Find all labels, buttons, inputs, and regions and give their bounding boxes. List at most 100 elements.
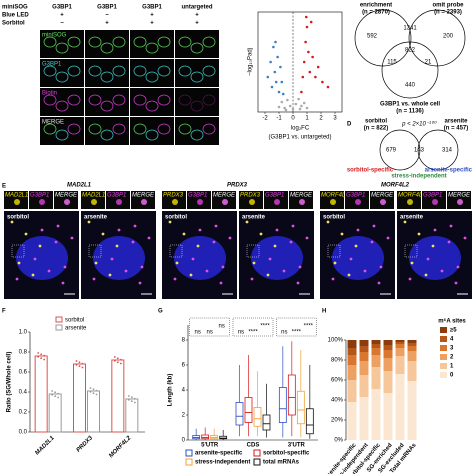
bar-segment	[347, 355, 357, 365]
y-tick-label: 60%	[331, 378, 344, 384]
venn-count: 21	[425, 60, 432, 66]
column-header: G3BP1	[97, 5, 117, 11]
point	[305, 15, 308, 19]
cell	[88, 123, 102, 135]
granule	[175, 261, 179, 265]
y-tick-label: 1.0	[19, 330, 28, 336]
inset-label: MAD2L1	[82, 193, 105, 199]
granule	[17, 261, 21, 265]
panel-letter: F	[2, 309, 6, 315]
dot	[40, 353, 43, 356]
cell	[202, 94, 216, 106]
dot	[127, 399, 130, 401]
zoom-box	[169, 244, 183, 258]
zoom-box	[11, 244, 25, 258]
bar-segment	[347, 365, 357, 380]
venn-circle	[354, 9, 412, 67]
micrograph	[85, 117, 129, 145]
granule	[64, 199, 70, 205]
zoom-box	[88, 244, 102, 258]
column-header: G3BP1	[142, 5, 162, 11]
granule	[70, 236, 74, 240]
gene-name: MAD2L1	[67, 183, 92, 189]
y-tick-label: 20%	[331, 418, 344, 424]
point	[266, 75, 270, 79]
legend-swatch	[253, 449, 261, 457]
granule	[268, 257, 272, 261]
condition-label: sorbitol	[323, 215, 345, 221]
point	[305, 106, 309, 110]
legend-swatch	[440, 354, 447, 360]
granule	[273, 244, 277, 248]
granule	[108, 273, 112, 277]
comparison-box	[189, 317, 230, 337]
cell	[202, 65, 216, 77]
granule	[431, 244, 435, 248]
nucleus	[332, 236, 384, 280]
legend-label: arsenite	[65, 326, 87, 332]
bar-segment	[359, 397, 369, 440]
y-tick-label: 0.2	[19, 410, 28, 416]
x-tick-label: MAD2L1	[34, 435, 56, 457]
granule	[147, 236, 151, 240]
bar	[34, 355, 48, 433]
point	[305, 25, 309, 29]
sign: +	[150, 13, 154, 19]
cell	[67, 65, 81, 77]
venn-circle	[381, 41, 439, 99]
granule	[377, 281, 381, 285]
cell	[157, 123, 171, 135]
granule	[245, 220, 249, 224]
y-tick-label: 0.4	[19, 390, 28, 396]
micrograph	[85, 88, 129, 116]
panel-letter: H	[322, 309, 326, 315]
venn-count: 314	[442, 148, 453, 154]
bar-segment	[407, 361, 417, 381]
cell	[178, 36, 192, 48]
set-n: (n = 2870)	[362, 10, 390, 16]
dot	[127, 395, 130, 397]
bar-segment	[383, 345, 393, 350]
venn-count: 440	[405, 83, 416, 89]
cell	[43, 36, 57, 48]
cell	[112, 123, 126, 135]
bar-segment	[371, 367, 381, 389]
granule	[212, 240, 216, 244]
cell	[88, 65, 102, 77]
granule	[87, 220, 91, 224]
bar	[111, 359, 125, 433]
venn-count: 679	[386, 148, 397, 154]
bar-segment	[347, 348, 357, 355]
y-tick-label: 80%	[331, 358, 344, 364]
granule	[56, 224, 60, 228]
granule	[228, 236, 232, 240]
bar-segment	[347, 380, 357, 402]
granule	[115, 244, 119, 248]
zoom-box	[327, 244, 341, 258]
inset-label: G3BP1	[346, 193, 365, 199]
significance: ns	[194, 330, 200, 336]
granule	[410, 261, 414, 265]
dot	[40, 357, 43, 360]
y-tick-label: 40%	[331, 398, 344, 404]
cell	[100, 100, 114, 112]
row-header: Sorbitol	[2, 21, 25, 27]
y-axis-label: −log₁₀Padj	[248, 48, 254, 76]
granule	[124, 269, 128, 273]
granule	[447, 240, 451, 244]
granule	[354, 244, 358, 248]
venn-count: 200	[443, 34, 454, 40]
point	[311, 55, 314, 59]
inset-label: MERGE	[290, 193, 313, 199]
point	[273, 70, 277, 74]
granule	[456, 265, 460, 269]
dot	[81, 362, 84, 365]
granule	[440, 269, 444, 273]
cell	[43, 65, 57, 77]
condition-label: sorbitol	[7, 215, 29, 221]
granule	[40, 228, 44, 232]
inset-label: PRDX3	[163, 193, 184, 199]
point	[274, 40, 277, 44]
box	[219, 435, 228, 440]
granule	[31, 273, 35, 277]
